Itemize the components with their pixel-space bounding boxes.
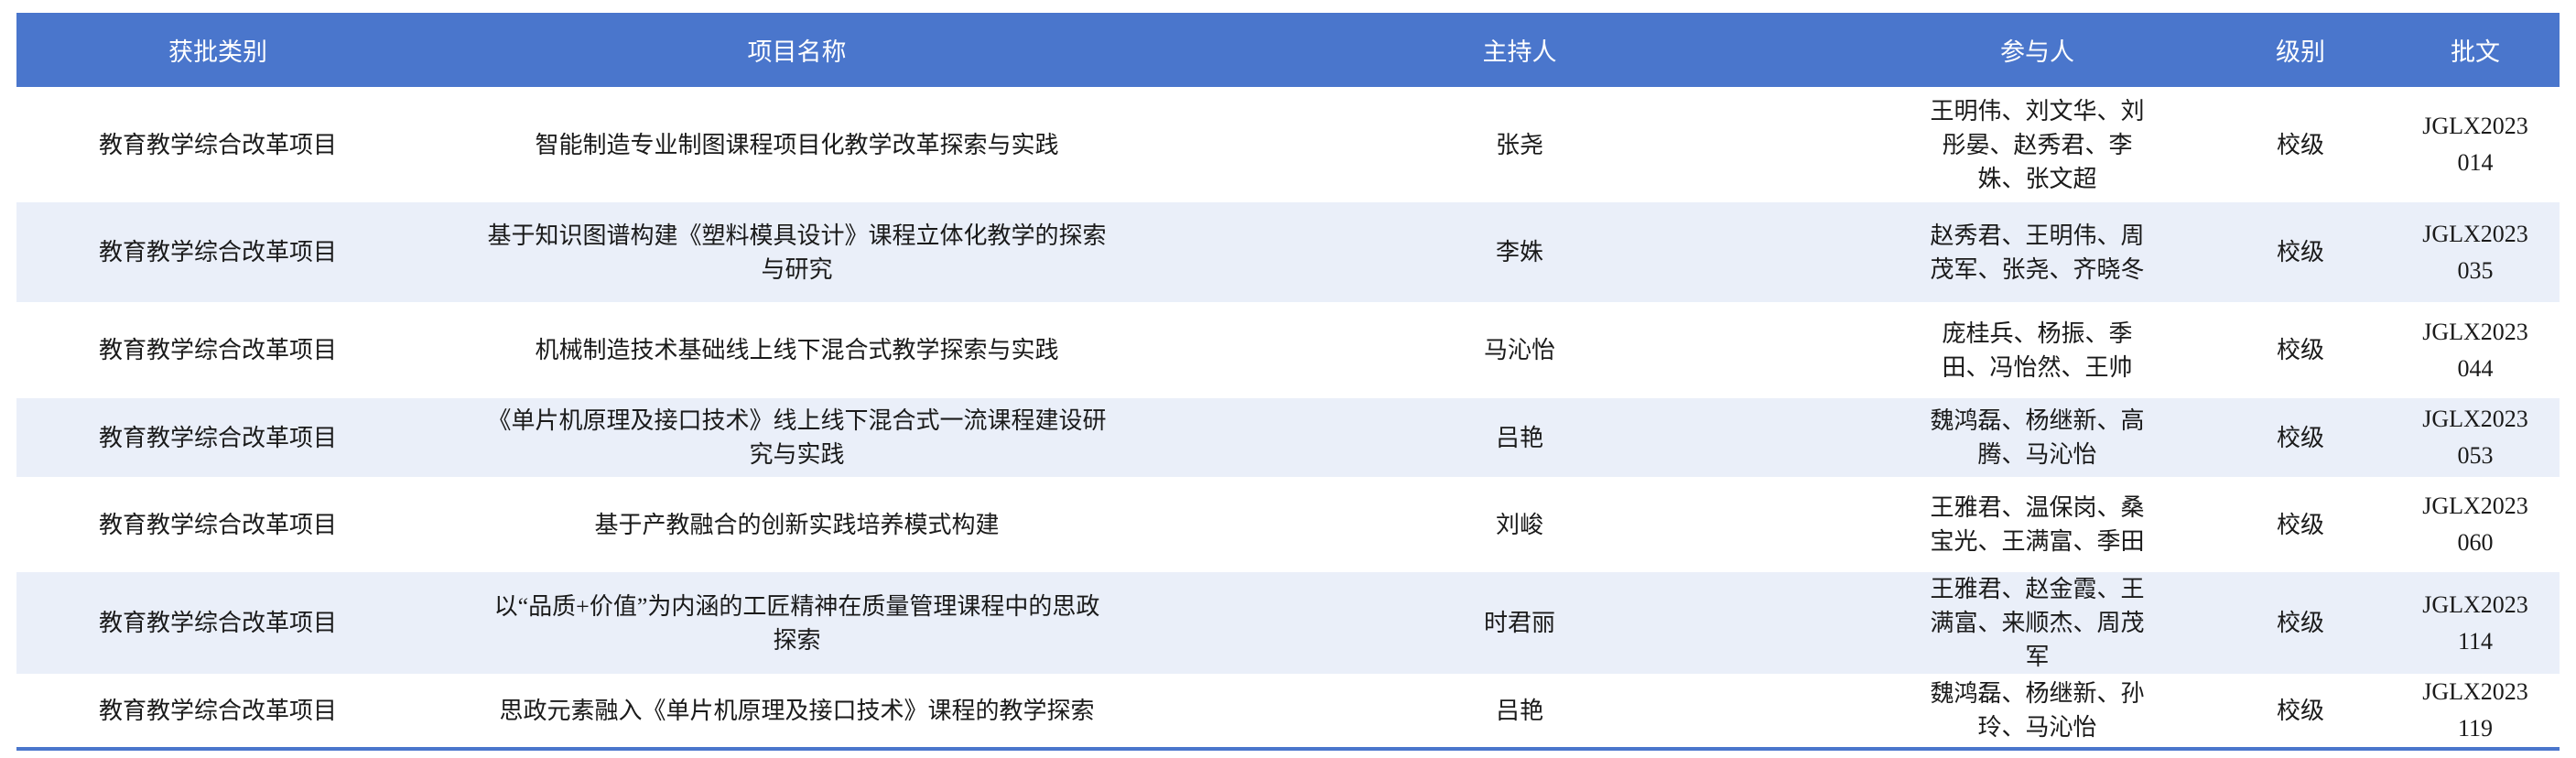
cell-participants-text: 庞桂兵、杨振、季田、冯怡然、王帅 (1942, 319, 2133, 381)
cell-host: 马沁怡 (1174, 302, 1865, 398)
cell-level: 校级 (2210, 87, 2391, 202)
header-category: 获批类别 (16, 13, 419, 87)
cell-name-text: 机械制造技术基础线上线下混合式教学探索与实践 (535, 337, 1059, 363)
cell-participants: 王雅君、温保岗、桑宝光、王满富、季田 (1865, 477, 2210, 572)
cell-host: 时君丽 (1174, 572, 1865, 674)
cell-host: 李姝 (1174, 202, 1865, 302)
cell-doc-text: JGLX2023114 (2422, 590, 2528, 655)
table-row: 教育教学综合改革项目 智能制造专业制图课程项目化教学改革探索与实践 张尧 王明伟、刘文… (16, 87, 2560, 202)
cell-level: 校级 (2210, 202, 2391, 302)
cell-participants-text: 王雅君、赵金霞、王满富、来顺杰、周茂军 (1930, 576, 2145, 670)
header-level: 级别 (2210, 13, 2391, 87)
header-doc: 批文 (2391, 13, 2560, 87)
cell-doc: JGLX2023044 (2391, 302, 2560, 398)
cell-host-text: 张尧 (1495, 131, 1543, 158)
cell-level: 校级 (2210, 674, 2391, 751)
cell-doc-text: JGLX2023044 (2422, 318, 2528, 382)
cell-level-text: 校级 (2276, 697, 2324, 724)
cell-host-text: 刘峻 (1495, 511, 1543, 538)
cell-doc: JGLX2023060 (2391, 477, 2560, 572)
cell-name-text: 基于产教融合的创新实践培养模式构建 (594, 511, 1000, 538)
table-row: 教育教学综合改革项目 基于产教融合的创新实践培养模式构建 刘峻 王雅君、温保岗、桑宝光… (16, 477, 2560, 572)
cell-host: 吕艳 (1174, 674, 1865, 751)
cell-level-text: 校级 (2276, 610, 2324, 636)
cell-name: 思政元素融入《单片机原理及接口技术》课程的教学探索 (419, 674, 1174, 751)
cell-category-text: 教育教学综合改革项目 (98, 337, 337, 363)
cell-name: 《单片机原理及接口技术》线上线下混合式一流课程建设研究与实践 (419, 398, 1174, 477)
table-row: 教育教学综合改革项目 《单片机原理及接口技术》线上线下混合式一流课程建设研究与实践… (16, 398, 2560, 477)
cell-category: 教育教学综合改革项目 (16, 398, 419, 477)
cell-level: 校级 (2210, 477, 2391, 572)
cell-host: 刘峻 (1174, 477, 1865, 572)
cell-participants-text: 王雅君、温保岗、桑宝光、王满富、季田 (1930, 494, 2145, 555)
cell-host: 吕艳 (1174, 398, 1865, 477)
table-row: 教育教学综合改革项目 机械制造技术基础线上线下混合式教学探索与实践 马沁怡 庞桂兵、杨… (16, 302, 2560, 398)
cell-doc: JGLX2023035 (2391, 202, 2560, 302)
cell-category-text: 教育教学综合改革项目 (98, 610, 337, 636)
table-row: 教育教学综合改革项目 思政元素融入《单片机原理及接口技术》课程的教学探索 吕艳 魏鸿磊… (16, 674, 2560, 751)
cell-level: 校级 (2210, 398, 2391, 477)
cell-participants-text: 魏鸿磊、杨继新、孙玲、马沁怡 (1930, 680, 2145, 741)
cell-participants: 王雅君、赵金霞、王满富、来顺杰、周茂军 (1865, 572, 2210, 674)
cell-level-text: 校级 (2276, 424, 2324, 451)
cell-category-text: 教育教学综合改革项目 (98, 131, 337, 158)
cell-category: 教育教学综合改革项目 (16, 87, 419, 202)
cell-host-text: 吕艳 (1495, 424, 1543, 451)
cell-name-text: 思政元素融入《单片机原理及接口技术》课程的教学探索 (499, 697, 1095, 724)
header-row: 获批类别 项目名称 主持人 参与人 级别 批文 (16, 13, 2560, 87)
cell-doc-text: JGLX2023060 (2422, 493, 2528, 556)
cell-name: 以“品质+价值”为内涵的工匠精神在质量管理课程中的思政探索 (419, 572, 1174, 674)
cell-category: 教育教学综合改革项目 (16, 674, 419, 751)
cell-category: 教育教学综合改革项目 (16, 202, 419, 302)
cell-host-text: 时君丽 (1483, 610, 1555, 636)
cell-participants-text: 魏鸿磊、杨继新、高腾、马沁怡 (1930, 407, 2145, 468)
cell-category-text: 教育教学综合改革项目 (98, 239, 337, 265)
header-host: 主持人 (1174, 13, 1865, 87)
cell-level-text: 校级 (2276, 511, 2324, 538)
cell-category-text: 教育教学综合改革项目 (98, 424, 337, 451)
cell-participants: 庞桂兵、杨振、季田、冯怡然、王帅 (1865, 302, 2210, 398)
cell-doc-text: JGLX2023053 (2422, 406, 2528, 469)
table-row: 教育教学综合改革项目 基于知识图谱构建《塑料模具设计》课程立体化教学的探索与研究 李… (16, 202, 2560, 302)
cell-doc-text: JGLX2023035 (2422, 220, 2528, 284)
cell-level: 校级 (2210, 572, 2391, 674)
cell-doc: JGLX2023014 (2391, 87, 2560, 202)
cell-doc: JGLX2023053 (2391, 398, 2560, 477)
cell-level-text: 校级 (2276, 337, 2324, 363)
cell-name-text: 智能制造专业制图课程项目化教学改革探索与实践 (535, 131, 1059, 158)
cell-participants-text: 王明伟、刘文华、刘彤晏、赵秀君、李姝、张文超 (1930, 97, 2145, 192)
cell-participants-text: 赵秀君、王明伟、周茂军、张尧、齐晓冬 (1930, 222, 2145, 283)
cell-name: 基于知识图谱构建《塑料模具设计》课程立体化教学的探索与研究 (419, 202, 1174, 302)
cell-participants: 魏鸿磊、杨继新、高腾、马沁怡 (1865, 398, 2210, 477)
cell-name-text: 以“品质+价值”为内涵的工匠精神在质量管理课程中的思政探索 (493, 592, 1100, 654)
cell-category: 教育教学综合改革项目 (16, 477, 419, 572)
cell-level-text: 校级 (2276, 131, 2324, 158)
cell-category-text: 教育教学综合改革项目 (98, 697, 337, 724)
cell-name: 智能制造专业制图课程项目化教学改革探索与实践 (419, 87, 1174, 202)
cell-name-text: 《单片机原理及接口技术》线上线下混合式一流课程建设研究与实践 (487, 407, 1107, 468)
header-participants: 参与人 (1865, 13, 2210, 87)
cell-participants: 王明伟、刘文华、刘彤晏、赵秀君、李姝、张文超 (1865, 87, 2210, 202)
projects-table: 获批类别 项目名称 主持人 参与人 级别 批文 教育教学综合改革项目 智能制造专业… (16, 13, 2560, 751)
cell-doc-text: JGLX2023119 (2422, 678, 2528, 742)
cell-level: 校级 (2210, 302, 2391, 398)
cell-host-text: 李姝 (1495, 239, 1543, 265)
cell-participants: 赵秀君、王明伟、周茂军、张尧、齐晓冬 (1865, 202, 2210, 302)
cell-doc: JGLX2023114 (2391, 572, 2560, 674)
cell-level-text: 校级 (2276, 239, 2324, 265)
cell-category: 教育教学综合改革项目 (16, 302, 419, 398)
cell-host-text: 马沁怡 (1483, 337, 1555, 363)
cell-doc-text: JGLX2023014 (2422, 113, 2528, 176)
cell-name: 机械制造技术基础线上线下混合式教学探索与实践 (419, 302, 1174, 398)
cell-host-text: 吕艳 (1495, 697, 1543, 724)
cell-name-text: 基于知识图谱构建《塑料模具设计》课程立体化教学的探索与研究 (487, 222, 1107, 283)
cell-name: 基于产教融合的创新实践培养模式构建 (419, 477, 1174, 572)
cell-category: 教育教学综合改革项目 (16, 572, 419, 674)
table-row: 教育教学综合改革项目 以“品质+价值”为内涵的工匠精神在质量管理课程中的思政探索 时… (16, 572, 2560, 674)
cell-participants: 魏鸿磊、杨继新、孙玲、马沁怡 (1865, 674, 2210, 751)
cell-category-text: 教育教学综合改革项目 (98, 511, 337, 538)
cell-host: 张尧 (1174, 87, 1865, 202)
header-name: 项目名称 (419, 13, 1174, 87)
cell-doc: JGLX2023119 (2391, 674, 2560, 751)
